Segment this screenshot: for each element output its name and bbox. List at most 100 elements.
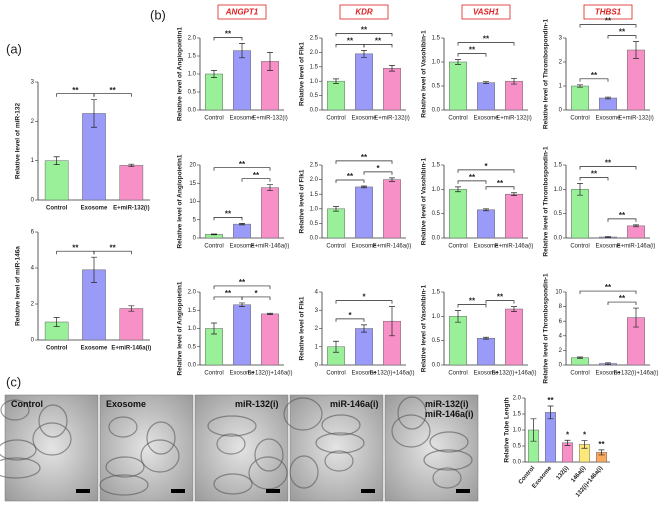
y-tick-label: 1 (315, 344, 319, 350)
y-tick-label: 1.0 (188, 326, 197, 332)
bar (627, 225, 645, 239)
tube-network (423, 449, 473, 471)
bar (44, 160, 69, 201)
significance-label: ** (375, 36, 382, 45)
x-tick-label: Exosome (473, 116, 499, 122)
y-tick-label: 1.0 (513, 428, 522, 434)
x-tick-label: E+miR-132(i) (374, 116, 410, 122)
error-bar (53, 317, 60, 327)
y-tick-label: 4 (31, 266, 35, 272)
chart-title: VASH1 (473, 8, 500, 17)
error-bar (564, 439, 571, 446)
x-tick-label: E+miR-146a(i) (495, 244, 534, 250)
significance-bracket (579, 78, 609, 82)
y-axis-label: Relative level of Thrombospondin-1 (543, 273, 550, 384)
bar (233, 223, 251, 239)
y-tick-label: 1.5 (310, 64, 319, 70)
significance-bracket (457, 304, 487, 308)
significance-label: ** (619, 28, 626, 37)
y-tick-label: 0.5 (432, 84, 441, 90)
tube-network (429, 431, 469, 453)
x-tick-label: Exosome (81, 346, 108, 352)
significance-bracket (241, 296, 271, 300)
x-tick-label: E+miR-132(i) (252, 116, 288, 122)
significance-label: ** (619, 211, 626, 220)
tube-network (0, 399, 30, 421)
micrograph: miR-146a(i) (283, 394, 384, 502)
image-label-line: Exosome (106, 399, 146, 409)
significance-bracket (335, 318, 365, 322)
significance-bracket (457, 169, 515, 173)
tube-network (146, 421, 176, 455)
x-tick-label: E+132(i)+146a(i) (247, 371, 292, 377)
y-tick-label: 1.0 (310, 206, 319, 212)
chart-title: ANGPT1 (225, 8, 259, 17)
significance-bracket (579, 177, 609, 181)
bar (449, 189, 467, 239)
y-tick-label: 0.0 (188, 363, 197, 369)
image-frame (194, 394, 289, 502)
gene-box (461, 4, 511, 20)
significance-label: ** (547, 396, 554, 405)
significance-bracket (363, 44, 393, 48)
error-bar (633, 224, 639, 228)
y-tick-label: 0.0 (432, 363, 441, 369)
error-bar (581, 440, 588, 449)
error-bar (91, 256, 97, 283)
y-tick-label: 1.0 (554, 187, 563, 193)
tube-network (289, 455, 319, 489)
y-axis-label: Relative level of Vasohibin-1 (421, 30, 428, 118)
error-bar (91, 99, 97, 128)
bar (119, 165, 144, 201)
x-tick-label: Exosome (595, 371, 621, 377)
y-tick-label: 1.0 (432, 60, 441, 66)
y-tick-label: 1.5 (188, 308, 197, 314)
bar (449, 61, 467, 111)
tube-network (432, 467, 462, 489)
error-bar (511, 306, 517, 312)
y-axis-label: Relative level of miR-132 (15, 103, 22, 180)
tube-network (108, 416, 138, 438)
chart-title: KDR (355, 8, 373, 17)
significance-label: * (566, 430, 570, 439)
y-axis-label: Relative level of Vasohibin-1 (421, 284, 428, 372)
tube-network (254, 438, 284, 472)
error-bar (361, 324, 367, 333)
significance-label: ** (72, 86, 79, 95)
significance-label: * (348, 311, 352, 320)
significance-label: * (254, 289, 258, 298)
bar (477, 209, 495, 239)
bar (383, 67, 401, 111)
x-tick-label: Control (326, 371, 345, 377)
chart-title: THBS1 (595, 8, 622, 17)
image-frame (4, 394, 99, 502)
y-tick-label: 0.5 (188, 90, 197, 96)
bar (505, 193, 523, 239)
significance-label: * (583, 431, 587, 440)
error-bar (211, 70, 217, 78)
x-tick-label: Control (204, 244, 223, 250)
x-tick-label: Control (46, 346, 68, 352)
significance-label: ** (469, 46, 476, 55)
image-label-line: miR-146a(i) (425, 409, 474, 419)
significance-label: ** (605, 159, 612, 168)
error-bar (483, 336, 489, 340)
error-bar (483, 208, 489, 212)
error-bar (239, 223, 245, 226)
x-tick-label: Exosome (473, 244, 499, 250)
y-tick-label: 2 (559, 348, 563, 354)
y-tick-label: 20 (189, 163, 196, 169)
bar (505, 308, 523, 366)
y-tick-label: 0.0 (310, 236, 319, 242)
panel-label: (c) (6, 374, 21, 389)
tube-network (283, 397, 323, 431)
tube-network (391, 414, 431, 448)
y-axis-label: Relative level of Angiopoietin1 (177, 27, 184, 121)
x-tick-label: Exosome (81, 206, 108, 212)
y-tick-label: 1.5 (554, 163, 563, 169)
y-tick-label: 2 (559, 60, 563, 66)
y-tick-label: 0 (315, 363, 319, 369)
bar (327, 208, 345, 239)
bar (627, 49, 645, 111)
error-bar (333, 206, 339, 212)
